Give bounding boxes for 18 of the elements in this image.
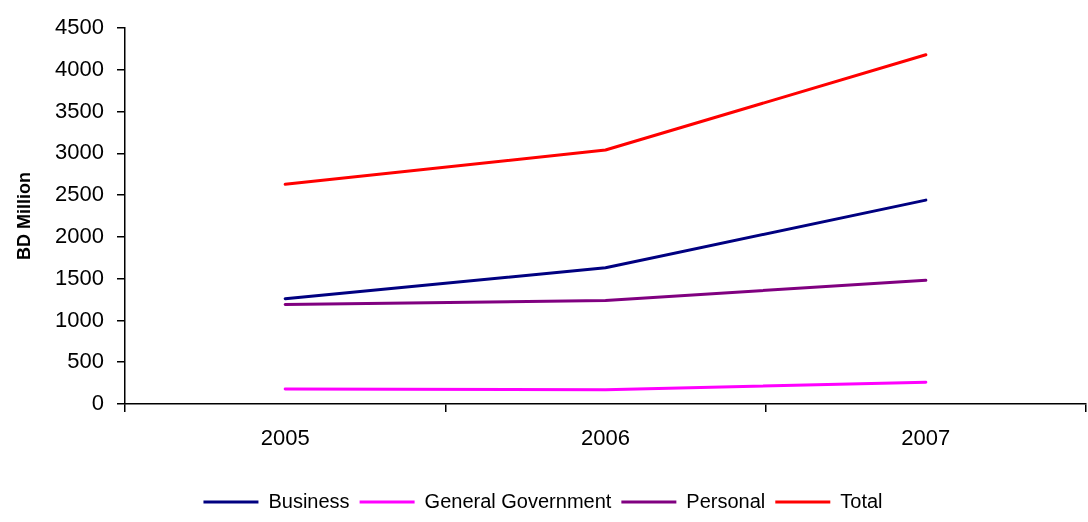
x-tick-label: 2006 xyxy=(581,425,630,451)
y-axis-title: BD Million xyxy=(13,172,34,260)
y-tick-label: 0 xyxy=(91,390,104,416)
legend-label: Business xyxy=(268,489,350,512)
y-tick-label: 2000 xyxy=(55,222,104,248)
legend-label: Personal xyxy=(686,489,766,512)
y-tick-label: 500 xyxy=(67,348,104,374)
y-tick-label: 3000 xyxy=(55,139,104,165)
y-tick-label: 1000 xyxy=(55,306,104,332)
y-tick-label: 4500 xyxy=(55,14,104,40)
y-tick-label: 2500 xyxy=(55,181,104,207)
y-tick-label: 1500 xyxy=(55,264,104,290)
legend-label: Total xyxy=(840,489,883,512)
legend-label: General Government xyxy=(424,489,612,512)
y-tick-label: 3500 xyxy=(55,97,104,123)
x-tick-label: 2007 xyxy=(901,425,951,451)
x-tick-label: 2005 xyxy=(260,425,310,451)
y-tick-label: 4000 xyxy=(55,55,104,81)
